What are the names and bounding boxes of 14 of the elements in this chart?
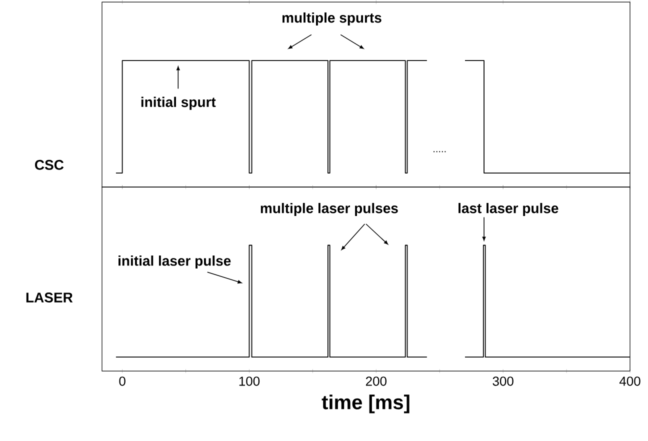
annotation: initial laser pulse xyxy=(118,255,231,269)
x-tick-label: 400 xyxy=(619,376,640,386)
x-tick-label: 200 xyxy=(366,376,386,386)
x-tick-label: 300 xyxy=(492,376,514,386)
x-axis-title: time [ms] xyxy=(322,394,410,414)
annotation: ..... xyxy=(434,151,446,152)
annotation: multiple spurts xyxy=(282,12,382,26)
y-axis-title: CSC xyxy=(35,160,64,170)
x-tick-label: 100 xyxy=(239,376,260,386)
text: multiple laser pulses xyxy=(260,202,398,216)
y-axis-title: LASER xyxy=(26,292,73,302)
annotation: last laser pulse xyxy=(458,202,558,216)
annotation: initial spurt xyxy=(141,96,216,110)
x-tick-label: 0 xyxy=(119,376,126,386)
